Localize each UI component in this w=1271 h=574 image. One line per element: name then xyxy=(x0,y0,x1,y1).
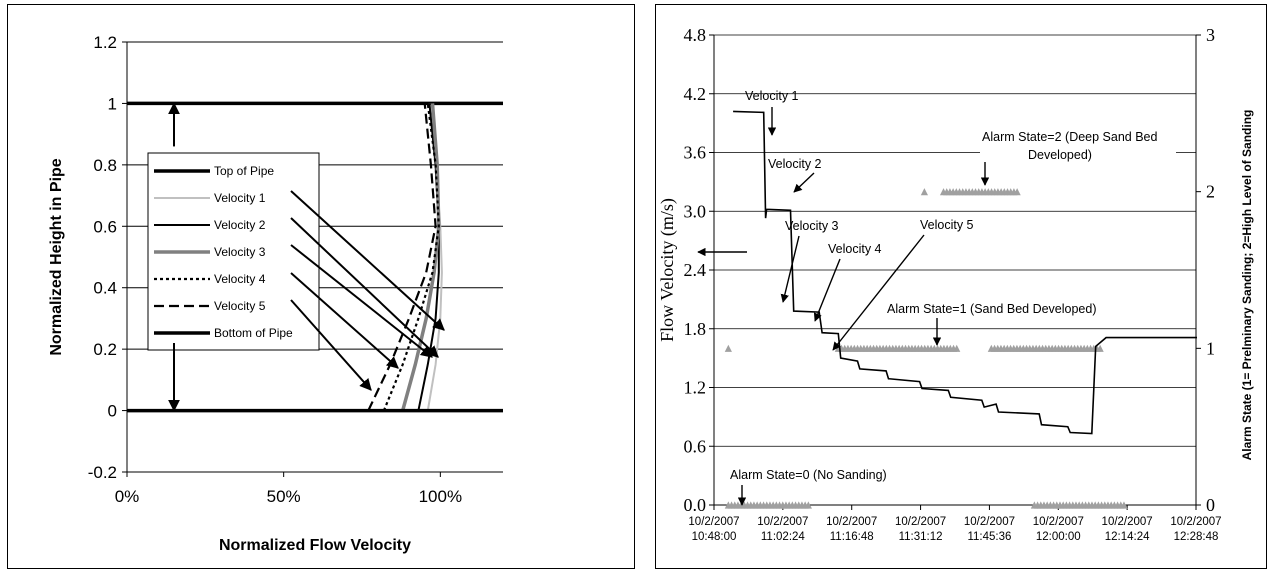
alarm-state-marker xyxy=(1120,501,1128,509)
annotation-label: Velocity 1 xyxy=(745,89,799,103)
y-tick-label: 1 xyxy=(108,94,117,113)
y-tick-label: 3.0 xyxy=(684,201,707,221)
x-tick-date: 10/2/2007 xyxy=(895,516,946,528)
pointer-arrow xyxy=(290,190,445,331)
annotation-background xyxy=(918,215,993,233)
y2-tick-label: 0 xyxy=(1206,495,1215,515)
y-tick-label: 0.4 xyxy=(93,279,117,298)
y-tick-label: 0 xyxy=(108,402,117,421)
y-tick-label: 1.8 xyxy=(684,319,707,339)
y2-axis-title: Alarm State (1= Prelminary Sanding; 2=Hi… xyxy=(1240,110,1254,461)
x-tick-time: 11:16:48 xyxy=(830,531,874,543)
normalized-profile-chart-panel: -0.2 0 0.2 0.4 0.6 0.8 1 1.2 0% 50% 100% Normalized… xyxy=(7,4,635,569)
x-tick-time: 11:45:36 xyxy=(967,531,1011,543)
legend-label: Velocity 4 xyxy=(214,272,266,286)
alarm-state-marker xyxy=(1013,188,1021,196)
y-axis-title: Normalized Height in Pipe xyxy=(48,158,65,355)
annotation-label: Velocity 3 xyxy=(785,219,839,233)
alarm-state-marker xyxy=(920,188,928,196)
legend-label: Velocity 1 xyxy=(214,191,266,205)
y-tick-label: 2.4 xyxy=(684,260,707,280)
y-tick-label: 0.8 xyxy=(93,156,117,175)
annotation-arrow xyxy=(793,172,815,193)
alarm-state-marker xyxy=(724,344,732,352)
y-tick-label: 0.6 xyxy=(93,217,117,236)
legend-label: Top of Pipe xyxy=(214,164,274,178)
flow-velocity-chart: 0.0 0.6 1.2 1.8 2.4 3.0 3.6 4.2 4.8 0 1 2 3 10/2/2007… xyxy=(657,25,1254,543)
series-line-velocity-4 xyxy=(382,103,440,412)
annotation-background xyxy=(826,239,888,257)
x-tick-time: 10:48:00 xyxy=(692,531,737,543)
flow-velocity-line xyxy=(733,110,1197,435)
y-tick-label: 0.0 xyxy=(684,495,707,515)
y-tick-label: 1.2 xyxy=(93,33,117,52)
y2-tick-label: 1 xyxy=(1206,338,1215,358)
y-tick-label: 4.2 xyxy=(684,84,707,104)
y-tick-label: 4.8 xyxy=(684,25,707,45)
x-tick-date: 10/2/2007 xyxy=(688,516,739,528)
x-tick-time: 11:31:12 xyxy=(899,531,943,543)
annotation-label: Developed) xyxy=(1028,148,1092,162)
annotation-label: Velocity 2 xyxy=(768,157,822,171)
annotation-label: Alarm State=0 (No Sanding) xyxy=(730,468,887,482)
x-tick-label: 100% xyxy=(419,487,462,506)
normalized-profile-chart: -0.2 0 0.2 0.4 0.6 0.8 1 1.2 0% 50% 100% Normalized… xyxy=(48,33,503,554)
pointer-arrow xyxy=(290,299,372,391)
pointer-arrow xyxy=(290,217,439,358)
y-tick-label: 0.2 xyxy=(93,340,117,359)
y2-tick-label: 2 xyxy=(1206,182,1215,202)
x-tick-label: 0% xyxy=(115,487,140,506)
x-tick-time: 12:14:24 xyxy=(1105,531,1150,543)
series-line-velocity-3 xyxy=(401,103,441,412)
legend-label: Velocity 5 xyxy=(214,299,266,313)
x-tick-time: 12:00:00 xyxy=(1036,531,1081,543)
x-tick-time: 11:02:24 xyxy=(761,531,806,543)
x-tick-time: 12:28:48 xyxy=(1174,531,1219,543)
x-tick-date: 10/2/2007 xyxy=(964,516,1015,528)
annotation-arrow xyxy=(780,235,800,303)
legend-label: Velocity 2 xyxy=(214,218,266,232)
annotation-label: Velocity 4 xyxy=(828,242,882,256)
annotation-arrow xyxy=(832,234,925,351)
annotation-background xyxy=(886,299,1101,317)
y-tick-label: 1.2 xyxy=(684,378,707,398)
legend-label: Velocity 3 xyxy=(214,245,266,259)
y-tick-label: -0.2 xyxy=(88,463,117,482)
annotation-label: Velocity 5 xyxy=(920,218,974,232)
y-tick-label: 0.6 xyxy=(684,436,707,456)
annotation-background xyxy=(980,127,1176,167)
x-tick-date: 10/2/2007 xyxy=(1102,516,1153,528)
annotation-arrow xyxy=(813,258,841,322)
y-tick-label: 3.6 xyxy=(684,143,707,163)
annotation-label: Alarm State=2 (Deep Sand Bed xyxy=(982,130,1157,144)
alarm-state-marker xyxy=(953,344,961,352)
y2-tick-label: 3 xyxy=(1206,25,1215,45)
alarm-state-marker xyxy=(804,501,812,509)
x-tick-date: 10/2/2007 xyxy=(1033,516,1084,528)
x-tick-date: 10/2/2007 xyxy=(757,516,808,528)
pointer-arrow xyxy=(290,244,433,358)
alarm-state-marker xyxy=(1096,344,1104,352)
x-tick-label: 50% xyxy=(267,487,301,506)
y-axis-title: Flow Velocity (m/s) xyxy=(657,198,678,342)
pointer-arrow xyxy=(290,272,399,369)
x-axis-title: Normalized Flow Velocity xyxy=(219,537,411,554)
flow-velocity-chart-panel: 0.0 0.6 1.2 1.8 2.4 3.0 3.6 4.2 4.8 0 1 2 3 10/2/2007… xyxy=(655,4,1267,569)
x-tick-date: 10/2/2007 xyxy=(826,516,877,528)
x-tick-date: 10/2/2007 xyxy=(1170,516,1221,528)
legend-label: Bottom of Pipe xyxy=(214,326,293,340)
annotation-label: Alarm State=1 (Sand Bed Developed) xyxy=(887,302,1097,316)
